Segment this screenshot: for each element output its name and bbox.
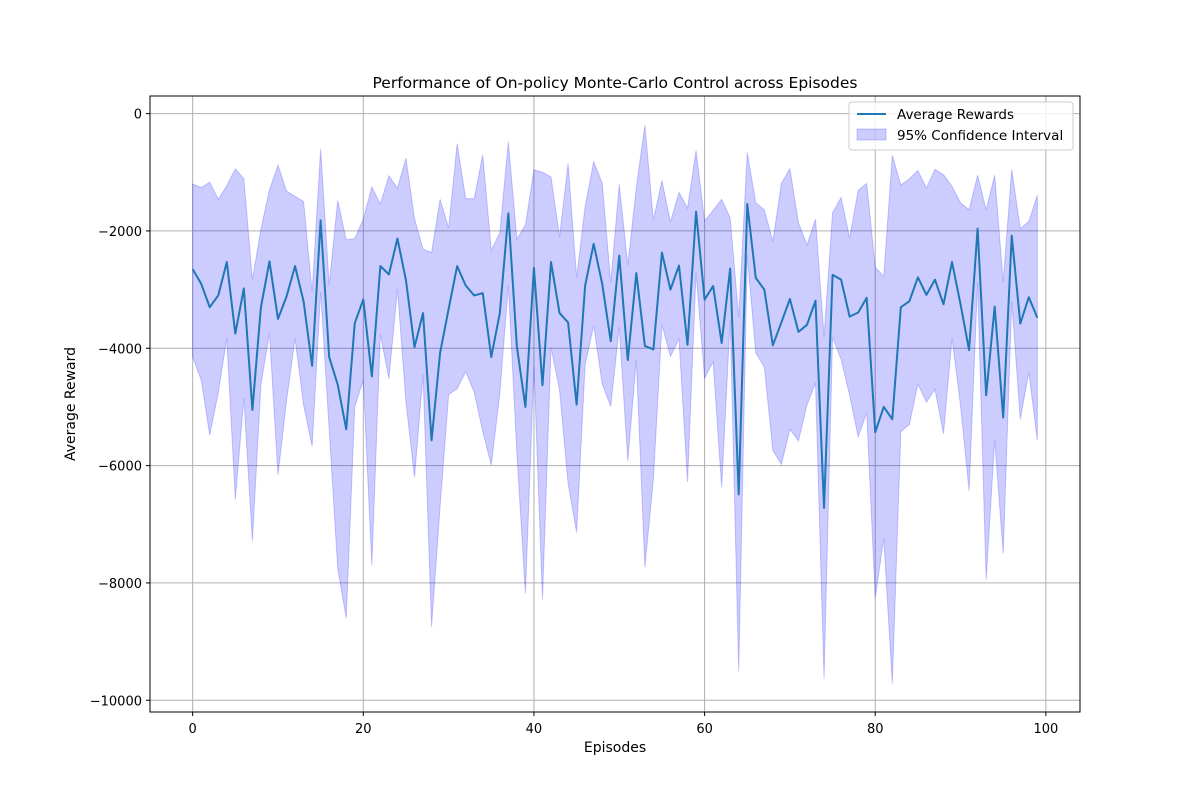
plot-frame — [149, 95, 1081, 713]
y-tick-label: 0 — [134, 108, 142, 123]
x-axis-ticks: 0 20 40 60 80 100 — [189, 712, 1058, 737]
x-tick-label: 60 — [696, 722, 713, 737]
y-tick-label: −10000 — [90, 694, 142, 709]
x-tick-label: 80 — [867, 722, 884, 737]
x-tick-label: 100 — [1033, 722, 1058, 737]
y-tick-label: −8000 — [98, 577, 142, 592]
y-tick-label: −2000 — [98, 225, 142, 240]
x-tick-label: 40 — [526, 722, 543, 737]
legend-band-swatch — [856, 128, 887, 141]
y-axis-ticks: 0 −2000 −4000 −6000 −8000 −10000 — [90, 108, 150, 709]
grid-lines — [150, 96, 1080, 712]
average-rewards-line — [191, 202, 1039, 509]
legend-label-confidence-interval: 95% Confidence Interval — [897, 128, 1063, 144]
legend-box — [848, 101, 1074, 151]
x-axis-label: Episodes — [584, 740, 646, 756]
legend: Average Rewards 95% Confidence Interval — [848, 101, 1074, 151]
chart-title: Performance of On-policy Monte-Carlo Con… — [372, 74, 857, 92]
y-tick-label: −6000 — [98, 460, 142, 475]
y-axis-label: Average Reward — [63, 347, 79, 461]
average-rewards-layer — [191, 202, 1039, 509]
legend-label-average-rewards: Average Rewards — [897, 107, 1014, 123]
y-tick-label: −4000 — [98, 342, 142, 357]
x-tick-label: 0 — [189, 722, 197, 737]
x-tick-label: 20 — [355, 722, 372, 737]
